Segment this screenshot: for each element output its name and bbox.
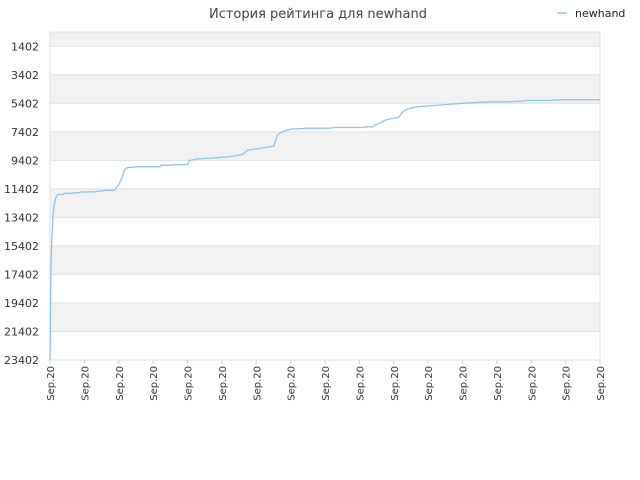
plot-band	[50, 274, 600, 303]
y-tick-label: 1402	[11, 40, 39, 53]
x-tick-label: Sep.20	[218, 366, 229, 401]
legend-label: newhand	[575, 7, 625, 20]
x-tick-label: Sep.20	[80, 366, 91, 401]
plot-band	[50, 331, 600, 360]
y-tick-label: 13402	[4, 211, 39, 224]
x-tick-label: Sep.20	[184, 366, 195, 401]
x-tick-label: Sep.20	[46, 366, 57, 401]
plot-band	[50, 46, 600, 75]
x-tick-label: Sep.20	[252, 366, 263, 401]
x-tick-label: Sep.20	[459, 366, 470, 401]
plot-band	[50, 103, 600, 132]
plot-band	[50, 160, 600, 189]
plot-band	[50, 245, 600, 275]
x-tick-label: Sep.20	[287, 366, 298, 401]
x-tick-label: Sep.20	[321, 366, 332, 401]
legend: newhand	[557, 7, 625, 20]
y-tick-label: 9402	[11, 154, 39, 167]
x-tick-label: Sep.20	[115, 366, 126, 401]
y-tick-label: 21402	[4, 325, 39, 338]
plot-band	[50, 32, 600, 47]
plot-band	[50, 131, 600, 161]
plot-band	[50, 74, 600, 104]
y-tick-label: 7402	[11, 126, 39, 139]
x-tick-label: Sep.20	[424, 366, 435, 401]
chart-title: История рейтинга для newhand	[209, 7, 427, 22]
y-tick-label: 17402	[4, 268, 39, 281]
y-tick-label: 11402	[4, 183, 39, 196]
y-tick-label: 5402	[11, 97, 39, 110]
plot-band	[50, 217, 600, 246]
y-tick-label: 19402	[4, 297, 39, 310]
x-tick-label: Sep.20	[149, 366, 160, 401]
plot-band	[50, 188, 600, 218]
y-tick-label: 23402	[4, 354, 39, 367]
plot-band	[50, 302, 600, 332]
y-tick-label: 3402	[11, 69, 39, 82]
x-tick-label: Sep.20	[355, 366, 366, 401]
series-line-newhand	[49, 99, 600, 361]
x-tick-label: Sep.20	[527, 366, 538, 401]
x-tick-label: Sep.20	[493, 366, 504, 401]
y-tick-label: 15402	[4, 240, 39, 253]
x-tick-label: Sep.20	[596, 366, 607, 401]
x-tick-label: Sep.20	[390, 366, 401, 401]
x-tick-label: Sep.20	[562, 366, 573, 401]
